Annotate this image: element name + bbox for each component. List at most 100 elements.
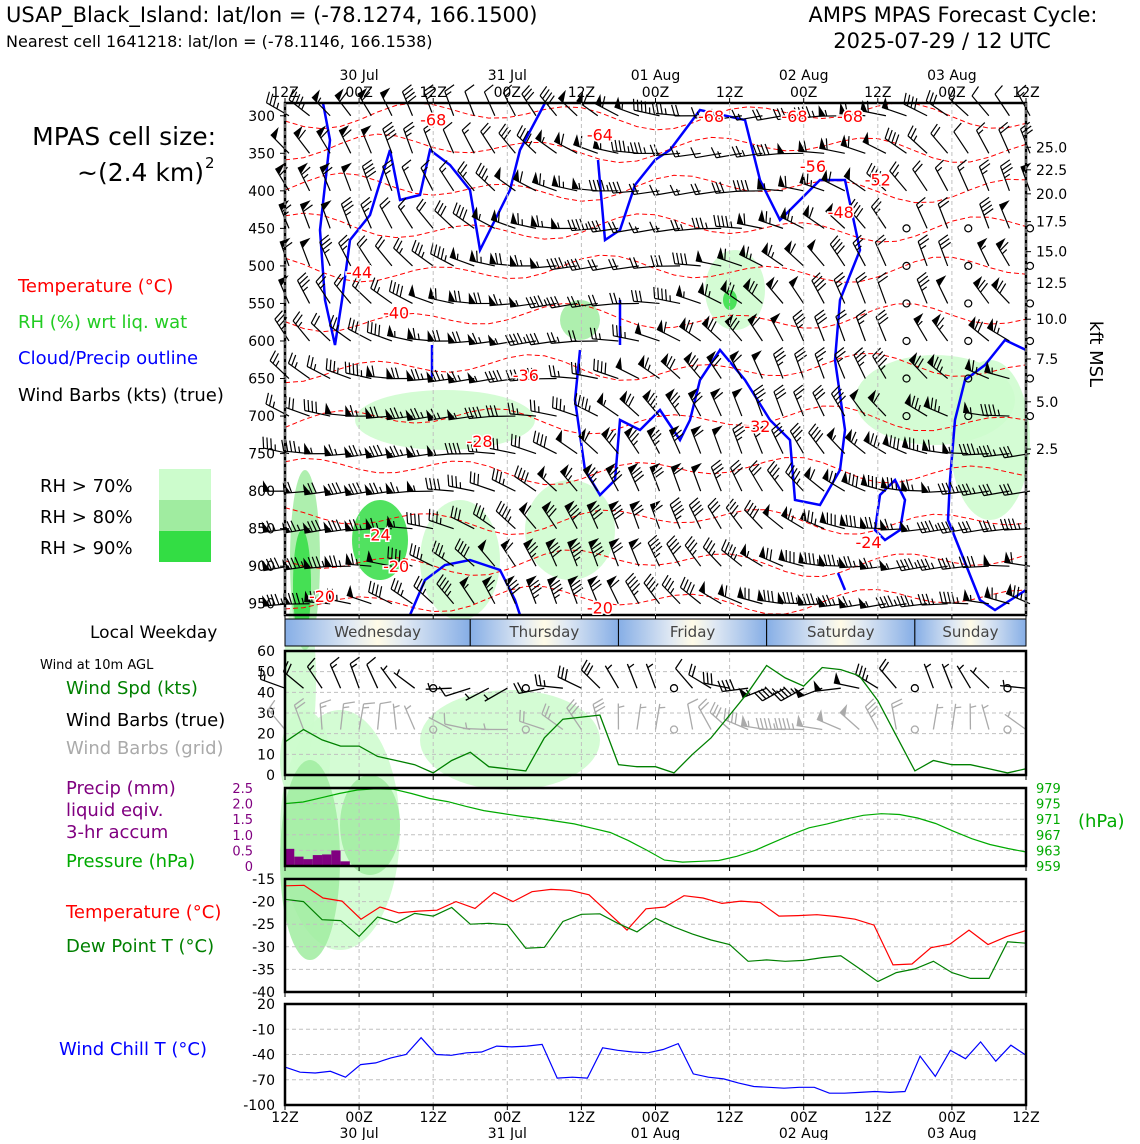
time-tick-top: 12Z <box>568 85 595 101</box>
time-tick-top: 12Z <box>716 85 743 101</box>
grid-wind-barb <box>699 699 712 730</box>
barb-flag <box>477 251 478 262</box>
barb-flag <box>862 668 865 679</box>
pressure-tick-label: 350 <box>248 146 275 162</box>
barb-flag <box>779 718 782 729</box>
barb-flag <box>266 92 269 103</box>
barb-flag <box>972 87 978 96</box>
date-label-top: 02 Aug <box>779 68 829 84</box>
pressure-unit: (hPa) <box>1078 811 1125 832</box>
barb-flag <box>724 708 725 719</box>
legend-cloud: Cloud/Precip outline <box>18 348 198 369</box>
barb-flag <box>530 400 531 411</box>
barb-halfflag <box>866 675 868 681</box>
pressure-tick-label: 950 <box>248 597 275 613</box>
temperature-label: -24 <box>855 533 881 552</box>
barb-halfflag <box>970 407 971 413</box>
kft-tick-label: 7.5 <box>1036 352 1058 368</box>
wind-barb <box>1027 225 1034 232</box>
temperature-label: -20 <box>587 598 613 617</box>
barb-flag <box>730 679 734 690</box>
windchill-tick-label: 20 <box>257 997 275 1013</box>
calm-circle <box>522 685 529 692</box>
barb-halfflag <box>772 689 776 694</box>
barb-halfflag <box>343 707 349 708</box>
temperature-label: -32 <box>744 417 770 436</box>
barb-pennant <box>380 88 390 99</box>
pressure-tick-label: 979 <box>1036 782 1061 797</box>
time-tick-bottom: 12Z <box>1012 1110 1039 1126</box>
calm-circle <box>1027 375 1034 382</box>
time-tick-top: 00Z <box>790 85 817 101</box>
barb-flag <box>553 396 554 407</box>
true-wind-barb <box>581 660 599 688</box>
barb-halfflag <box>1003 680 1004 686</box>
pressure-tick-label: 700 <box>248 409 275 425</box>
barb-halfflag <box>811 180 812 186</box>
weekday-name: Thursday <box>508 623 579 641</box>
pressure-tick-label: 550 <box>248 296 275 312</box>
temperature-label: -68 <box>698 107 724 126</box>
windchill-tick-label: -40 <box>252 1048 275 1064</box>
rh-shading <box>340 775 400 875</box>
barb-halfflag <box>640 707 646 708</box>
temp-tick-label: -25 <box>252 917 275 933</box>
pressure-tick-label: 963 <box>1036 844 1061 859</box>
barb-flag <box>316 402 317 413</box>
kft-tick-label: 2.5 <box>1036 442 1058 458</box>
true-wind-barb <box>522 685 529 692</box>
barb-flag <box>437 511 438 522</box>
wind-barb <box>1027 300 1034 307</box>
barb-flag <box>722 680 726 691</box>
windchill-label: Wind Chill T (°C) <box>59 1039 207 1060</box>
barb-flag <box>520 710 521 721</box>
time-tick-top: 12Z <box>864 85 891 101</box>
true-wind-barb <box>879 659 896 688</box>
barb-halfflag <box>440 518 441 524</box>
calm-circle <box>1027 337 1034 344</box>
barb-flag <box>419 515 420 526</box>
true-wind-barb <box>957 665 970 688</box>
barb-halfflag <box>933 445 934 451</box>
time-tick-top: 00Z <box>642 85 669 101</box>
barb-halfflag <box>792 723 793 729</box>
grid-wind-barb <box>637 704 646 730</box>
barb-pennant <box>797 715 804 727</box>
barb-flag <box>579 364 580 375</box>
temp-label: Temperature (°C) <box>65 902 221 923</box>
wind-tick-label: 50 <box>257 665 275 681</box>
date-label-bottom: 01 Aug <box>631 1126 681 1140</box>
barb-halfflag <box>1008 711 1010 717</box>
temperature-label: -52 <box>865 171 891 190</box>
barb-flag <box>785 176 786 187</box>
date-label-top: 03 Aug <box>927 68 977 84</box>
kft-tick-label: 12.5 <box>1036 276 1067 292</box>
true-wind-barb <box>924 664 933 688</box>
barb-halfflag <box>338 368 339 374</box>
barb-flag <box>848 136 849 147</box>
calm-circle <box>1027 300 1034 307</box>
barb-flag <box>465 85 474 92</box>
barb-halfflag <box>273 402 274 408</box>
cell-size-value: ~(2.4 km) <box>77 158 204 187</box>
calm-circle <box>671 685 678 692</box>
rh-shading <box>355 390 535 450</box>
barb-flag <box>448 475 449 486</box>
barb-flag <box>330 657 339 664</box>
grid-wind-barb <box>404 706 414 730</box>
barb-flag <box>515 435 516 446</box>
dewpoint-label: Dew Point T (°C) <box>66 936 214 957</box>
precip-bar <box>285 849 294 866</box>
barb-flag <box>666 289 667 300</box>
barb-halfflag <box>983 705 988 708</box>
wind-tick-label: 60 <box>257 644 275 660</box>
barb-pennant <box>558 90 566 103</box>
barb-flag <box>735 713 736 724</box>
barb-halfflag <box>618 706 624 708</box>
precip-label-3: 3-hr accum <box>66 822 168 843</box>
barb-halfflag <box>970 595 971 601</box>
barb-flag <box>478 474 479 485</box>
wind-barb <box>1027 375 1034 382</box>
barb-flag <box>357 364 358 375</box>
